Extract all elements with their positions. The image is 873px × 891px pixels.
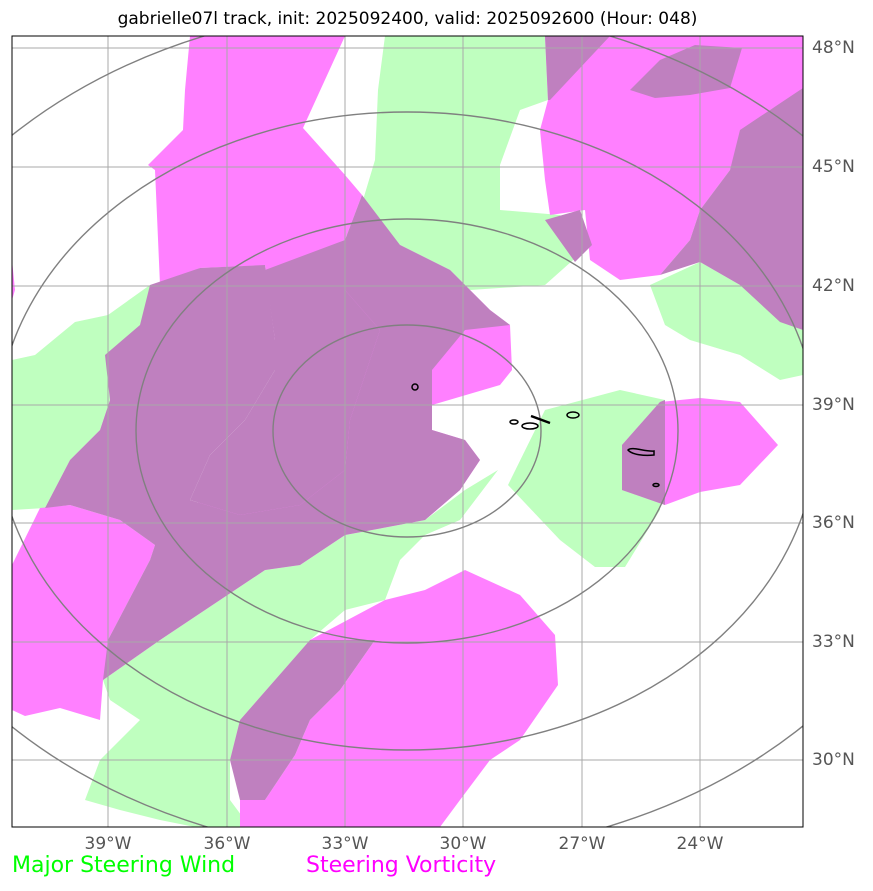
overlap-area xyxy=(190,240,380,515)
vorticity-area xyxy=(540,36,803,280)
range-ring xyxy=(272,324,542,538)
lat-tick: 45°N xyxy=(812,157,855,177)
lat-tick: 42°N xyxy=(812,276,855,296)
lat-lon-grid xyxy=(12,36,803,827)
overlap-area xyxy=(660,88,803,330)
lon-tick: 39°W xyxy=(84,834,132,854)
legend-steering-vorticity: Steering Vorticity xyxy=(306,853,497,878)
range-ring xyxy=(12,111,803,751)
overlap-area xyxy=(45,195,510,680)
legend-steering-wind: Major Steering Wind xyxy=(12,853,236,878)
vorticity-area xyxy=(12,260,15,300)
wind-area xyxy=(12,285,155,510)
vorticity-area xyxy=(240,570,558,827)
wind-area xyxy=(85,470,498,827)
lon-tick: 33°W xyxy=(321,834,369,854)
range-rings xyxy=(12,36,803,827)
steering-wind-areas xyxy=(12,36,803,827)
overlap-area xyxy=(622,400,665,505)
lon-tick: 27°W xyxy=(558,834,606,854)
lat-tick: 39°N xyxy=(812,395,855,415)
range-ring xyxy=(135,218,679,644)
wind-area xyxy=(360,36,590,290)
lat-tick: 48°N xyxy=(812,38,855,58)
lon-tick: 24°W xyxy=(676,834,724,854)
lat-tick: 33°N xyxy=(812,632,855,652)
lat-tick: 30°N xyxy=(812,750,855,770)
overlap-area xyxy=(630,45,742,98)
lon-tick: 36°W xyxy=(203,834,251,854)
plot-frame xyxy=(11,35,804,828)
overlap-area xyxy=(545,210,592,262)
map-title: gabrielle07l track, init: 2025092400, va… xyxy=(117,9,698,29)
lat-tick: 36°N xyxy=(812,513,855,533)
overlap-area xyxy=(545,36,610,100)
coastline-islands xyxy=(411,383,660,488)
vorticity-area xyxy=(148,36,362,285)
wind-area xyxy=(650,262,803,380)
lon-tick: 30°W xyxy=(439,834,487,854)
